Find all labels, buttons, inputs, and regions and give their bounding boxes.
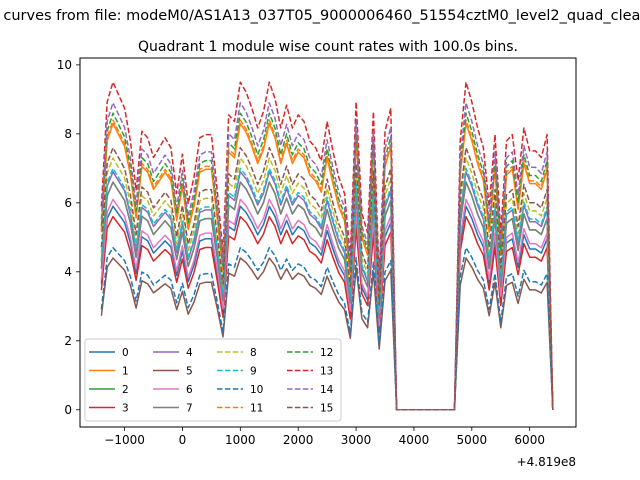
x-tick-label: 4000: [399, 433, 430, 447]
plot-area: [100, 81, 554, 411]
chart-title: Quadrant 1 module wise count rates with …: [138, 39, 518, 55]
axes-frame: [79, 57, 577, 428]
y-tick-label: 8: [64, 127, 72, 141]
x-axis: −1000 0 1000 2000 3000 4000 5000 6000: [104, 427, 545, 447]
legend-label-15: 15: [320, 403, 333, 415]
figure-suptitle: Light curves from file: modeM0/AS1A13_03…: [0, 8, 640, 24]
y-tick-label: 10: [57, 58, 72, 72]
series-line-13: [100, 81, 554, 411]
y-tick-label: 6: [64, 196, 72, 210]
legend-label-10: 10: [250, 384, 263, 396]
legend-label-13: 13: [320, 366, 333, 378]
series-line-14: [100, 102, 554, 411]
series-line-3: [100, 215, 554, 411]
y-tick-label: 4: [64, 265, 72, 279]
series-line-10: [100, 246, 554, 411]
legend-label-0: 0: [122, 347, 129, 359]
legend-label-5: 5: [186, 366, 193, 378]
legend-label-12: 12: [320, 347, 333, 359]
legend-label-14: 14: [320, 384, 334, 396]
series-line-15: [100, 146, 554, 411]
x-tick-label: 5000: [457, 433, 488, 447]
series-line-0: [100, 205, 554, 411]
x-tick-label: 1000: [225, 433, 256, 447]
legend-label-7: 7: [186, 403, 193, 415]
y-axis: 0 2 4 6 8 10: [57, 58, 80, 417]
series-line-8: [100, 157, 554, 411]
legend-label-1: 1: [122, 366, 129, 378]
series-line-7: [100, 181, 554, 411]
series-line-5: [100, 257, 554, 411]
legend-label-2: 2: [122, 384, 129, 396]
x-tick-label: 0: [179, 433, 187, 447]
legend-label-8: 8: [250, 347, 257, 359]
x-tick-label: 3000: [341, 433, 372, 447]
x-tick-label: 6000: [514, 433, 545, 447]
series-line-9: [100, 167, 554, 411]
y-tick-label: 2: [64, 334, 72, 348]
legend-label-9: 9: [250, 366, 257, 378]
legend-label-3: 3: [122, 403, 129, 415]
legend-box: [84, 338, 342, 422]
x-offset-label: +4.819e8: [517, 455, 576, 469]
series-line-6: [100, 198, 554, 411]
y-tick-label: 0: [64, 403, 72, 417]
legend-label-6: 6: [186, 384, 193, 396]
x-tick-label: 2000: [283, 433, 314, 447]
x-tick-label: −1000: [104, 433, 145, 447]
legend-label-4: 4: [186, 347, 193, 359]
legend-label-11: 11: [250, 403, 263, 415]
